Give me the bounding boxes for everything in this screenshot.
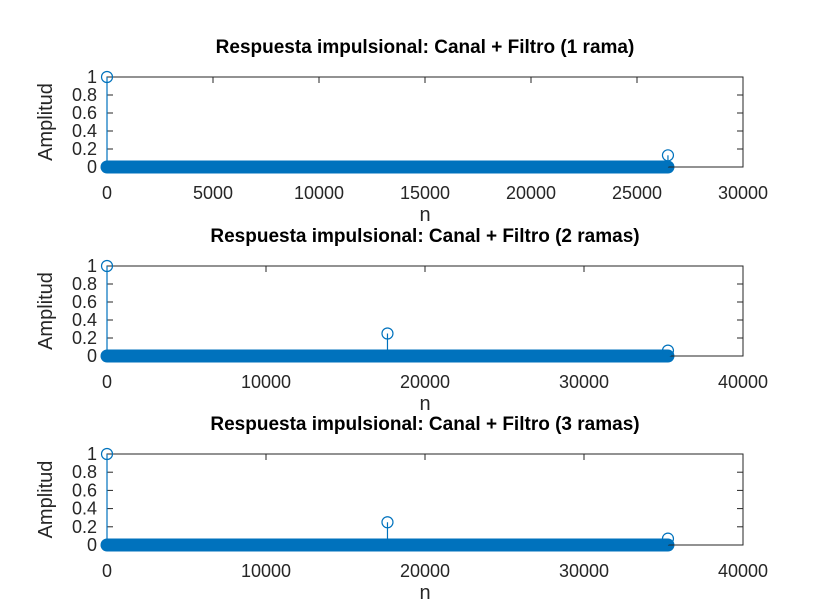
y-tick-label: 0 — [87, 157, 97, 177]
y-axis-label: Amplitud — [35, 272, 57, 350]
x-tick-label: 5000 — [193, 183, 233, 203]
y-tick-label: 1 — [87, 444, 97, 464]
y-tick-label: 0.8 — [72, 85, 97, 105]
subplot-3: Respuesta impulsional: Canal + Filtro (3… — [35, 414, 768, 604]
stem-marker — [381, 327, 394, 340]
x-tick-label: 40000 — [718, 372, 768, 392]
stem-marker — [661, 532, 675, 545]
x-tick-label: 30000 — [718, 183, 768, 203]
subplot-1: Respuesta impulsional: Canal + Filtro (1… — [35, 37, 768, 226]
stem-marker — [100, 259, 114, 273]
x-tick-label: 10000 — [241, 372, 291, 392]
y-tick-label: 0.4 — [72, 121, 97, 141]
x-tick-label: 15000 — [400, 183, 450, 203]
x-tick-label: 30000 — [559, 372, 609, 392]
x-axis-label: n — [419, 582, 430, 604]
y-tick-label: 0.2 — [72, 328, 97, 348]
x-tick-label: 10000 — [294, 183, 344, 203]
axes-frame — [106, 265, 744, 357]
y-tick-label: 1 — [87, 256, 97, 276]
y-tick-label: 0.2 — [72, 139, 97, 159]
x-tick-label: 20000 — [400, 372, 450, 392]
x-tick-label: 25000 — [612, 183, 662, 203]
stem-marker — [100, 70, 114, 84]
y-tick-label: 0.6 — [72, 103, 97, 123]
axes-frame — [106, 76, 744, 168]
x-axis-label: n — [419, 204, 430, 226]
y-tick-label: 0.4 — [72, 499, 97, 519]
x-tick-label: 0 — [102, 183, 112, 203]
stem-marker — [661, 149, 675, 162]
subplot-2: Respuesta impulsional: Canal + Filtro (2… — [35, 226, 768, 415]
y-tick-label: 0.6 — [72, 480, 97, 500]
x-axis-label: n — [419, 393, 430, 415]
x-tick-label: 10000 — [241, 561, 291, 581]
y-tick-label: 0 — [87, 535, 97, 555]
y-tick-label: 0.6 — [72, 292, 97, 312]
stem-marker — [381, 516, 394, 529]
y-tick-label: 0 — [87, 346, 97, 366]
chart-title: Respuesta impulsional: Canal + Filtro (3… — [210, 414, 639, 435]
y-tick-label: 0.8 — [72, 274, 97, 294]
y-tick-label: 0.2 — [72, 517, 97, 537]
x-tick-label: 20000 — [506, 183, 556, 203]
y-axis-label: Amplitud — [35, 461, 57, 539]
stem-marker — [100, 447, 114, 461]
y-tick-label: 0.4 — [72, 310, 97, 330]
chart-title: Respuesta impulsional: Canal + Filtro (1… — [216, 37, 635, 58]
y-axis-label: Amplitud — [35, 83, 57, 161]
x-tick-label: 0 — [102, 561, 112, 581]
y-tick-label: 0.8 — [72, 462, 97, 482]
x-tick-label: 0 — [102, 372, 112, 392]
chart-title: Respuesta impulsional: Canal + Filtro (2… — [210, 226, 639, 247]
y-tick-label: 1 — [87, 67, 97, 87]
x-tick-label: 20000 — [400, 561, 450, 581]
x-tick-label: 40000 — [718, 561, 768, 581]
x-tick-label: 30000 — [559, 561, 609, 581]
axes-frame — [106, 453, 744, 546]
stem-marker — [661, 344, 675, 357]
